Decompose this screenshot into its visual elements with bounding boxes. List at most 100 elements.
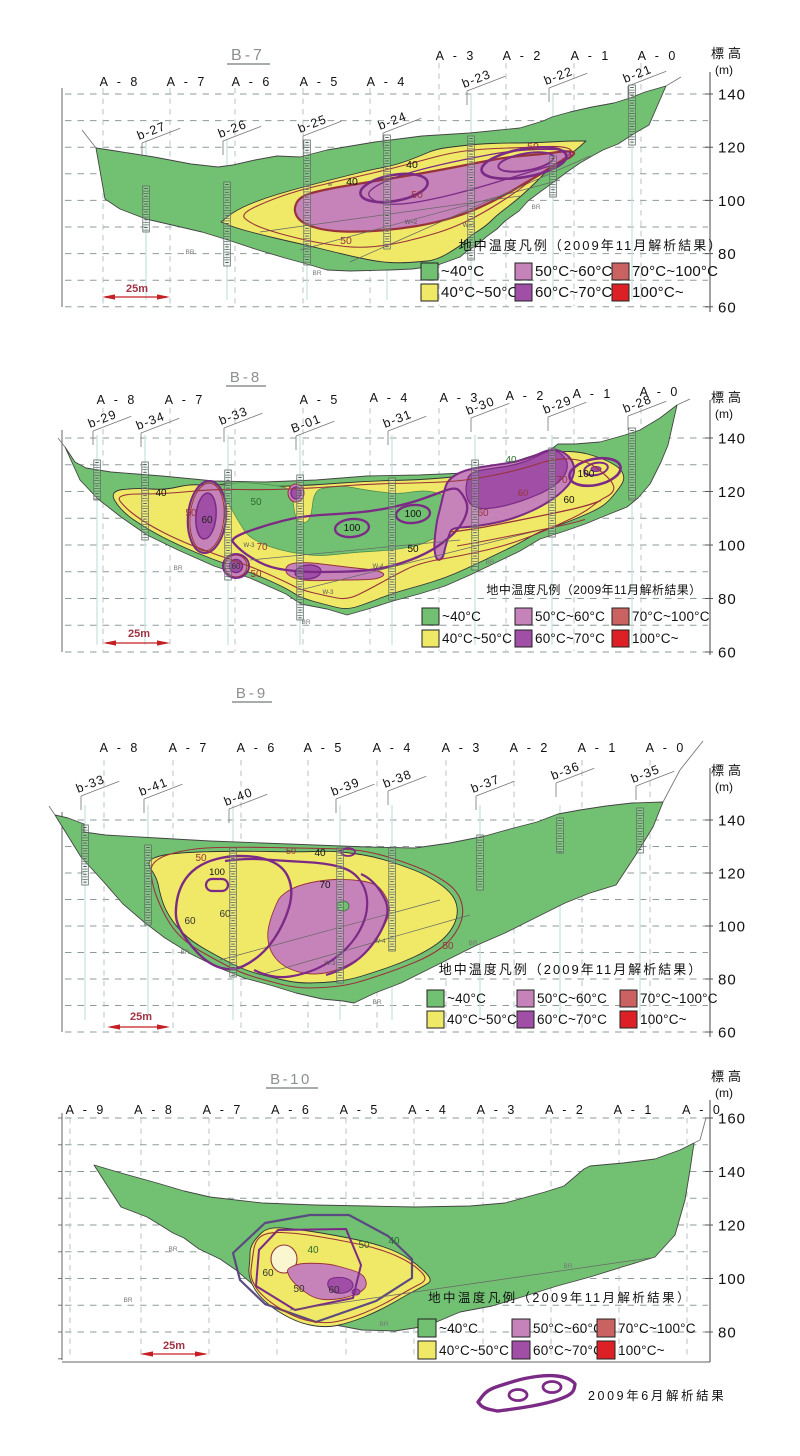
svg-text:BR: BR xyxy=(180,949,189,956)
svg-text:W=1: W=1 xyxy=(463,223,476,229)
svg-text:100: 100 xyxy=(578,469,595,480)
svg-text:100: 100 xyxy=(718,1271,746,1288)
svg-text:BR: BR xyxy=(485,559,494,566)
svg-text:W-4: W-4 xyxy=(375,939,387,945)
svg-text:BR: BR xyxy=(468,940,477,947)
svg-text:標高: 標高 xyxy=(711,763,745,778)
svg-text:160: 160 xyxy=(718,1111,746,1128)
svg-text:A - 6: A - 6 xyxy=(237,741,278,755)
svg-text:50: 50 xyxy=(250,569,262,580)
svg-text:40°C~50°C: 40°C~50°C xyxy=(441,284,519,301)
svg-text:A - 8: A - 8 xyxy=(97,393,138,407)
svg-text:60: 60 xyxy=(718,1025,737,1042)
svg-text:A - 2: A - 2 xyxy=(503,49,544,63)
svg-text:地中温度凡例（2009年11月解析結果）: 地中温度凡例（2009年11月解析結果） xyxy=(428,1290,692,1305)
svg-text:50: 50 xyxy=(407,544,419,555)
svg-text:70: 70 xyxy=(319,880,331,891)
svg-text:BR: BR xyxy=(301,619,310,626)
svg-text:25m: 25m xyxy=(163,1340,185,1352)
svg-text:W-3: W-3 xyxy=(323,590,335,596)
svg-text:40: 40 xyxy=(314,848,326,859)
svg-text:60: 60 xyxy=(232,562,241,571)
svg-text:A - 3: A - 3 xyxy=(440,391,481,405)
svg-text:A - 0: A - 0 xyxy=(646,741,687,755)
svg-text:50: 50 xyxy=(442,941,454,952)
svg-text:50: 50 xyxy=(293,1284,305,1295)
svg-text:A - 5: A - 5 xyxy=(300,393,341,407)
svg-text:70°C~100°C: 70°C~100°C xyxy=(632,263,718,280)
svg-text:140: 140 xyxy=(718,431,746,448)
svg-text:A - 9: A - 9 xyxy=(66,1103,107,1117)
svg-text:地中温度凡例（2009年11月解析結果）: 地中温度凡例（2009年11月解析結果） xyxy=(486,582,701,597)
svg-text:60: 60 xyxy=(718,299,737,316)
svg-text:50: 50 xyxy=(340,235,352,247)
svg-text:標高: 標高 xyxy=(711,46,745,61)
svg-text:A - 7: A - 7 xyxy=(169,741,210,755)
svg-text:BR: BR xyxy=(563,1263,572,1270)
svg-text:120: 120 xyxy=(718,866,746,883)
svg-text:A - 4: A - 4 xyxy=(373,741,414,755)
svg-text:A - 0: A - 0 xyxy=(682,1103,723,1117)
svg-text:BR: BR xyxy=(531,204,540,211)
svg-text:60: 60 xyxy=(328,1285,340,1296)
svg-text:80: 80 xyxy=(718,1325,737,1342)
svg-text:140: 140 xyxy=(718,813,746,830)
svg-text:100: 100 xyxy=(718,538,746,555)
svg-text:A - 1: A - 1 xyxy=(571,49,612,63)
svg-text:40: 40 xyxy=(505,455,517,466)
svg-text:50: 50 xyxy=(250,497,262,508)
svg-text:2009年6月解析結果: 2009年6月解析結果 xyxy=(588,1389,726,1403)
svg-text:70°C~100°C: 70°C~100°C xyxy=(640,991,718,1006)
svg-text:(m): (m) xyxy=(715,63,733,77)
svg-text:120: 120 xyxy=(718,484,746,501)
svg-text:120: 120 xyxy=(718,1218,746,1235)
svg-text:100: 100 xyxy=(405,509,422,520)
svg-text:(m): (m) xyxy=(715,407,733,421)
svg-text:B-9: B-9 xyxy=(236,685,268,702)
svg-text:A - 2: A - 2 xyxy=(510,741,551,755)
svg-text:標高: 標高 xyxy=(711,1069,745,1084)
svg-text:A - 5: A - 5 xyxy=(300,75,341,89)
svg-text:60°C~70°C: 60°C~70°C xyxy=(535,284,613,301)
svg-text:A - 7: A - 7 xyxy=(165,393,206,407)
svg-text:40: 40 xyxy=(307,1245,319,1256)
svg-text:BR: BR xyxy=(379,1321,388,1328)
svg-text:~40°C: ~40°C xyxy=(441,263,484,280)
svg-text:~40°C: ~40°C xyxy=(439,1321,478,1336)
svg-text:60°C~70°C: 60°C~70°C xyxy=(535,631,605,646)
svg-text:50°C~60°C: 50°C~60°C xyxy=(533,1321,603,1336)
svg-text:100°C~: 100°C~ xyxy=(618,1343,665,1358)
svg-text:~40°C: ~40°C xyxy=(442,609,481,624)
svg-text:A - 1: A - 1 xyxy=(573,387,614,401)
svg-text:60: 60 xyxy=(262,1268,274,1279)
svg-text:60°C~70°C: 60°C~70°C xyxy=(533,1343,603,1358)
svg-text:B-7: B-7 xyxy=(231,47,265,64)
svg-text:100: 100 xyxy=(718,919,746,936)
svg-text:A - 5: A - 5 xyxy=(304,741,345,755)
svg-text:A - 5: A - 5 xyxy=(340,1103,381,1117)
svg-text:40: 40 xyxy=(388,1236,400,1247)
svg-text:A - 3: A - 3 xyxy=(477,1103,518,1117)
svg-text:50°C~60°C: 50°C~60°C xyxy=(537,991,607,1006)
svg-text:70°C~100°C: 70°C~100°C xyxy=(618,1321,696,1336)
svg-text:A - 8: A - 8 xyxy=(100,75,141,89)
svg-text:50°C~60°C: 50°C~60°C xyxy=(535,263,613,280)
svg-text:(m): (m) xyxy=(715,780,733,794)
svg-text:100: 100 xyxy=(209,867,225,878)
svg-text:25m: 25m xyxy=(126,283,148,295)
svg-text:~40°C: ~40°C xyxy=(447,991,486,1006)
svg-text:w: w xyxy=(327,182,333,188)
svg-text:40: 40 xyxy=(406,159,418,171)
svg-text:BR: BR xyxy=(173,565,182,572)
svg-text:A - 4: A - 4 xyxy=(408,1103,449,1117)
svg-text:40°C~50°C: 40°C~50°C xyxy=(447,1012,517,1027)
svg-text:50: 50 xyxy=(286,846,296,856)
svg-text:A - 8: A - 8 xyxy=(134,1103,175,1117)
svg-text:BR: BR xyxy=(372,999,381,1006)
svg-text:BR: BR xyxy=(168,1246,177,1253)
svg-text:A - 8: A - 8 xyxy=(100,741,141,755)
svg-text:B-10: B-10 xyxy=(270,1071,312,1088)
svg-text:50: 50 xyxy=(411,189,423,201)
svg-text:BR: BR xyxy=(123,1297,132,1304)
svg-text:A - 7: A - 7 xyxy=(203,1103,244,1117)
